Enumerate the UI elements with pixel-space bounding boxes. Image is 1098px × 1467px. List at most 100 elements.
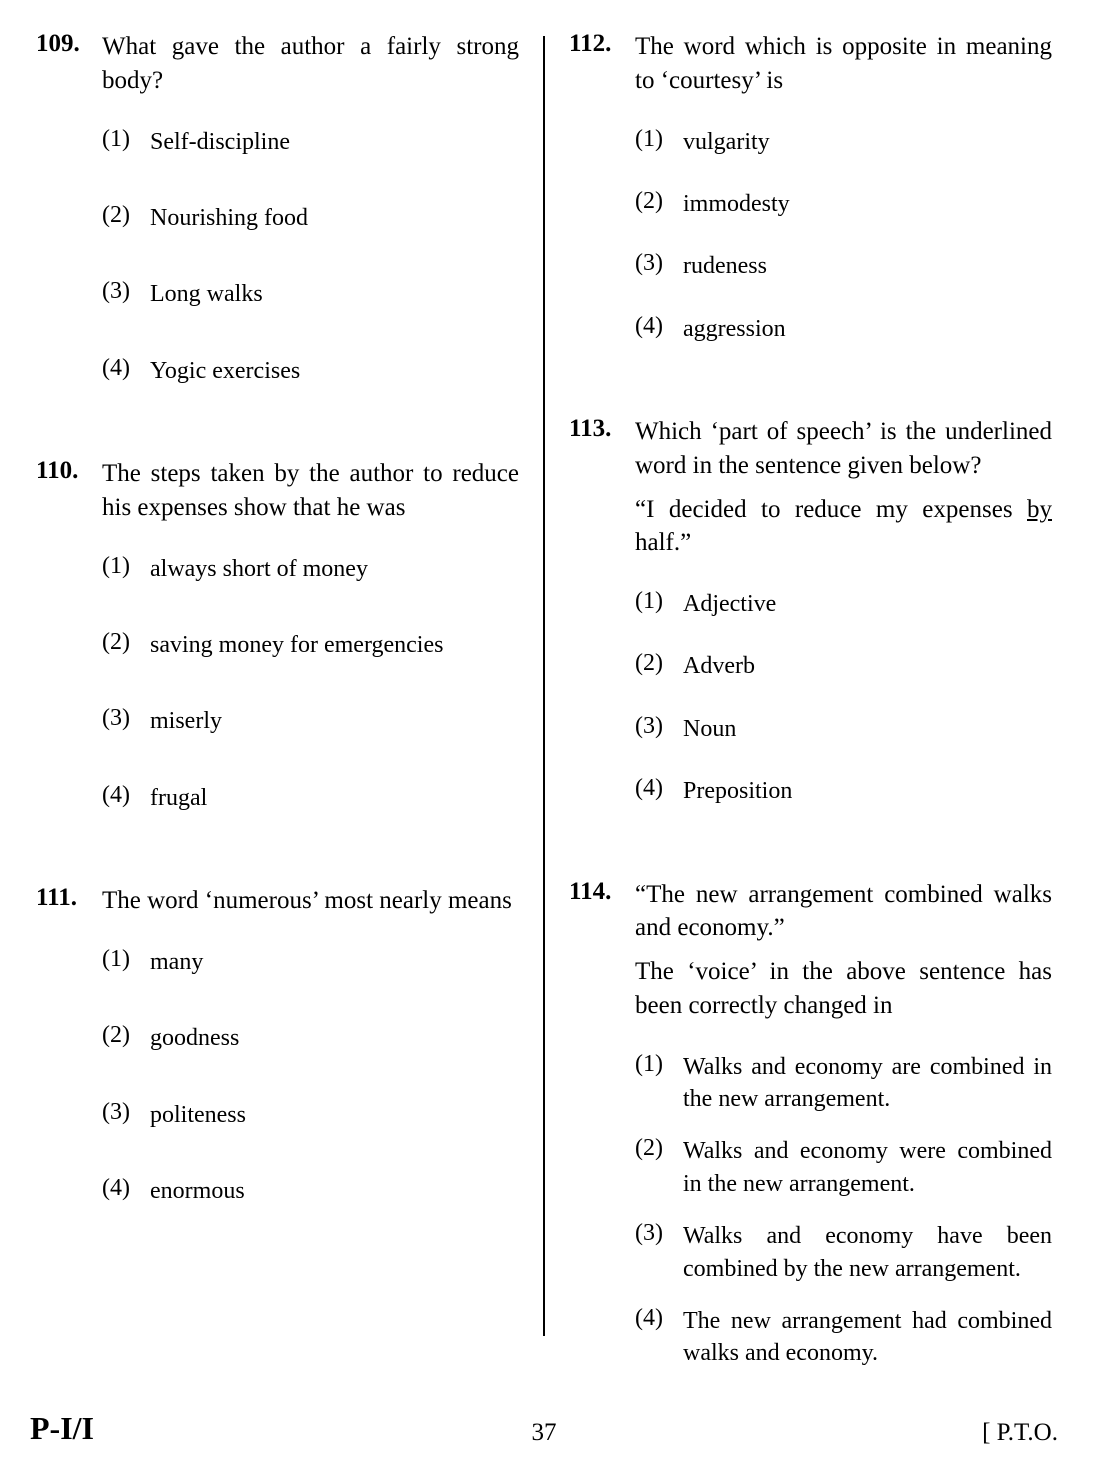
option-number: (4) [635, 313, 683, 340]
question-head: 114.“The new arrangement combined walks … [569, 878, 1052, 1023]
options-list: (1)Self-discipline (2)Nourishing food (3)L… [36, 126, 519, 388]
option[interactable]: (1)vulgarity [635, 126, 1052, 158]
question: 109.What gave the author a fairly strong… [36, 30, 519, 387]
option-number: (4) [635, 775, 683, 802]
option-text: Long walks [150, 278, 519, 310]
question-text: The steps taken by the author to reduce … [102, 457, 519, 525]
options-list: (1)many (2)goodness (3)politeness (4)enormo… [36, 946, 519, 1208]
option-number: (2) [102, 1022, 150, 1049]
option-number: (1) [635, 588, 683, 615]
right-column: 112.The word which is opposite in meanin… [545, 30, 1058, 1370]
question: 114.“The new arrangement combined walks … [569, 878, 1052, 1370]
option-number: (3) [102, 1099, 150, 1126]
question-head: 110.The steps taken by the author to red… [36, 457, 519, 525]
option-number: (2) [635, 1135, 683, 1162]
question-number: 114. [569, 878, 635, 906]
option[interactable]: (4)Preposition [635, 775, 1052, 807]
option-text: Walks and economy were combined in the n… [683, 1135, 1052, 1200]
option[interactable]: (1)Self-discipline [102, 126, 519, 158]
question-number: 110. [36, 457, 102, 485]
option[interactable]: (2)saving money for emergencies [102, 629, 519, 661]
option-text: Yogic exercises [150, 355, 519, 387]
option[interactable]: (3)Noun [635, 713, 1052, 745]
question-number: 112. [569, 30, 635, 58]
question-number: 109. [36, 30, 102, 58]
question-text-line: The ‘voice’ in the above sentence has be… [635, 955, 1052, 1023]
question-text: What gave the author a fairly strong bod… [102, 30, 519, 98]
option[interactable]: (2)Walks and economy were combined in th… [635, 1135, 1052, 1200]
question-text-line: Which ‘part of speech’ is the underlined… [635, 415, 1052, 483]
option[interactable]: (3)politeness [102, 1099, 519, 1131]
two-column-layout: 109.What gave the author a fairly strong… [30, 30, 1058, 1370]
footer-pto: [ P.T.O. [982, 1419, 1058, 1447]
question-number: 111. [36, 884, 102, 912]
footer-page-number: 37 [532, 1419, 557, 1447]
option-text: vulgarity [683, 126, 1052, 158]
option[interactable]: (3)Long walks [102, 278, 519, 310]
option-number: (1) [635, 126, 683, 153]
question-head: 111.The word ‘numerous’ most nearly mean… [36, 884, 519, 918]
option[interactable]: (4)enormous [102, 1175, 519, 1207]
option-number: (4) [635, 1305, 683, 1332]
option[interactable]: (1)Walks and economy are combined in the… [635, 1051, 1052, 1116]
option-number: (3) [102, 278, 150, 305]
option[interactable]: (3)miserly [102, 705, 519, 737]
option-text: always short of money [150, 553, 519, 585]
option-number: (2) [102, 202, 150, 229]
option-text: many [150, 946, 519, 978]
option[interactable]: (3)rudeness [635, 250, 1052, 282]
question: 110.The steps taken by the author to red… [36, 457, 519, 814]
option-text: Preposition [683, 775, 1052, 807]
options-list: (1)Adjective (2)Adverb (3)Noun (4)Prepositi… [569, 588, 1052, 808]
option-text: saving money for emergencies [150, 629, 519, 661]
option-text: aggression [683, 313, 1052, 345]
option[interactable]: (3)Walks and economy have been combined … [635, 1220, 1052, 1285]
option[interactable]: (2)Adverb [635, 650, 1052, 682]
option-text: politeness [150, 1099, 519, 1131]
question-text-line: “The new arrangement combined walks and … [635, 878, 1052, 946]
option[interactable]: (1)many [102, 946, 519, 978]
option-number: (2) [102, 629, 150, 656]
question-text-line: “I decided to reduce my expenses by half… [635, 493, 1052, 561]
option-number: (1) [102, 126, 150, 153]
left-column: 109.What gave the author a fairly strong… [30, 30, 543, 1370]
option[interactable]: (4)Yogic exercises [102, 355, 519, 387]
option[interactable]: (1)always short of money [102, 553, 519, 585]
option-text: Walks and economy are combined in the ne… [683, 1051, 1052, 1116]
option-text: Adjective [683, 588, 1052, 620]
question-text: Which ‘part of speech’ is the underlined… [635, 415, 1052, 560]
option-text: Walks and economy have been combined by … [683, 1220, 1052, 1285]
options-list: (1)always short of money (2)saving money … [36, 553, 519, 815]
exam-page: 109.What gave the author a fairly strong… [0, 0, 1098, 1467]
options-list: (1)vulgarity (2)immodesty (3)rudeness (4)ag… [569, 126, 1052, 346]
question-head: 113.Which ‘part of speech’ is the underl… [569, 415, 1052, 560]
option-number: (4) [102, 782, 150, 809]
option-number: (3) [102, 705, 150, 732]
question: 111.The word ‘numerous’ most nearly mean… [36, 884, 519, 1207]
option-text: Adverb [683, 650, 1052, 682]
option-number: (1) [635, 1051, 683, 1078]
option-number: (3) [635, 250, 683, 277]
option[interactable]: (2)goodness [102, 1022, 519, 1054]
option[interactable]: (2)immodesty [635, 188, 1052, 220]
footer-left: P-I/I [30, 1410, 94, 1447]
option-text: miserly [150, 705, 519, 737]
option[interactable]: (4)The new arrangement had combined walk… [635, 1305, 1052, 1370]
option-text: Self-discipline [150, 126, 519, 158]
option[interactable]: (1)Adjective [635, 588, 1052, 620]
option-number: (3) [635, 1220, 683, 1247]
question-head: 109.What gave the author a fairly strong… [36, 30, 519, 98]
option-text: Noun [683, 713, 1052, 745]
question-text: The word ‘numerous’ most nearly means [102, 884, 519, 918]
option-number: (2) [635, 650, 683, 677]
question-text: The word which is opposite in meaning to… [635, 30, 1052, 98]
page-footer: P-I/I 37 [ P.T.O. [30, 1410, 1058, 1447]
question: 113.Which ‘part of speech’ is the underl… [569, 415, 1052, 808]
option-number: (3) [635, 713, 683, 740]
question-head: 112.The word which is opposite in meanin… [569, 30, 1052, 98]
question-number: 113. [569, 415, 635, 443]
option[interactable]: (4)frugal [102, 782, 519, 814]
option[interactable]: (2)Nourishing food [102, 202, 519, 234]
option[interactable]: (4)aggression [635, 313, 1052, 345]
question: 112.The word which is opposite in meanin… [569, 30, 1052, 345]
